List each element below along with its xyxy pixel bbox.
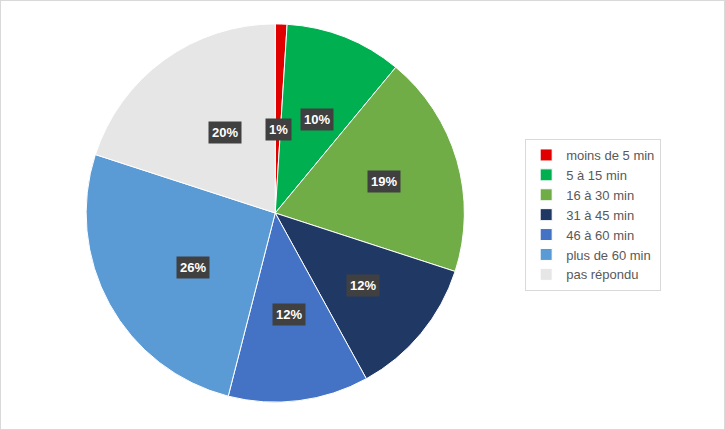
svg-text:19%: 19% — [371, 174, 397, 189]
svg-text:plus de 60 min: plus de 60 min — [566, 248, 651, 263]
svg-text:12%: 12% — [350, 278, 376, 293]
svg-text:20%: 20% — [212, 125, 238, 140]
svg-text:16 à 30 min: 16 à 30 min — [566, 188, 634, 203]
svg-text:26%: 26% — [180, 260, 206, 275]
svg-text:moins de 5 min: moins de 5 min — [566, 148, 654, 163]
svg-text:1%: 1% — [269, 122, 288, 137]
svg-text:10%: 10% — [304, 112, 330, 127]
svg-text:46 à 60 min: 46 à 60 min — [566, 228, 634, 243]
svg-text:5 à 15 min: 5 à 15 min — [566, 168, 627, 183]
svg-text:pas répondu: pas répondu — [566, 267, 638, 282]
svg-text:31 à 45 min: 31 à 45 min — [566, 208, 634, 223]
svg-text:12%: 12% — [276, 307, 302, 322]
